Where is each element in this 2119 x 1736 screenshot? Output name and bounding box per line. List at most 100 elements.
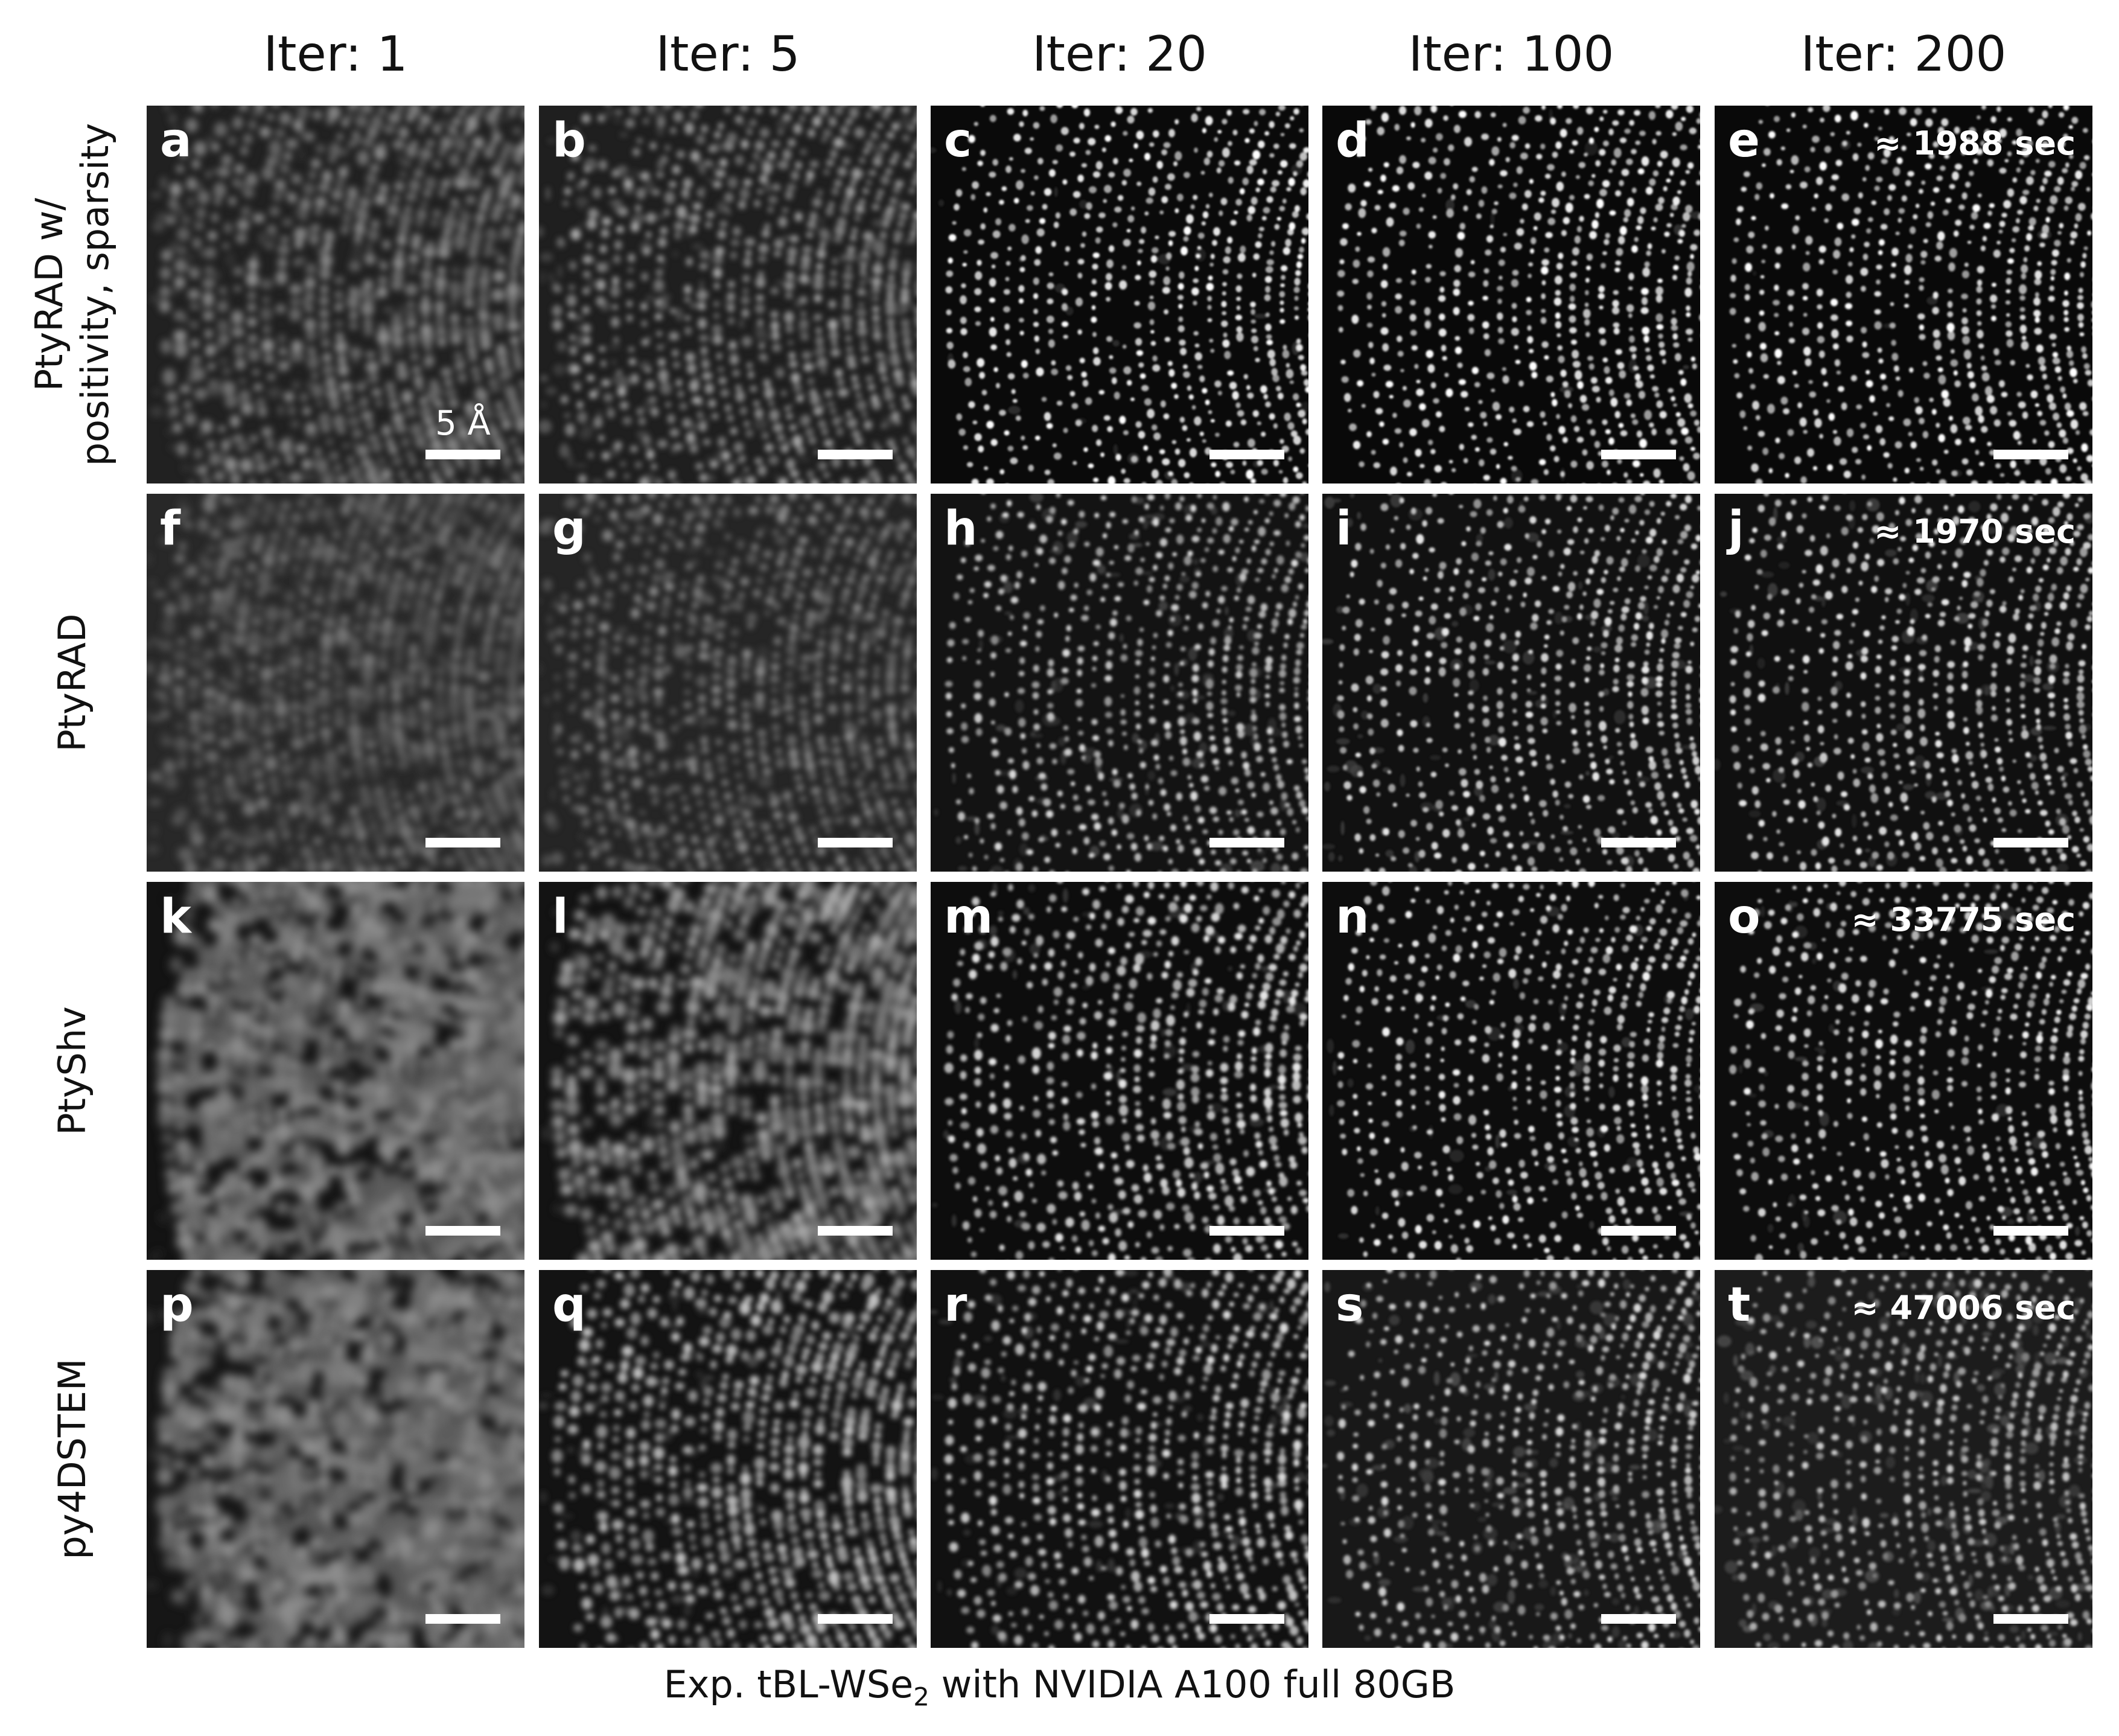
reconstruction-image (931, 106, 1308, 483)
scale-bar (1601, 450, 1676, 459)
panel-j: j ≈ 1970 sec (1715, 494, 2092, 872)
reconstruction-image (539, 494, 917, 872)
reconstruction-image (931, 1270, 1308, 1648)
panel-letter: o (1728, 890, 1761, 944)
scale-bar (1601, 838, 1676, 847)
caption-prefix: Exp. tBL-WSe (663, 1662, 914, 1706)
scale-bar (1209, 1614, 1284, 1624)
reconstruction-image (1715, 882, 2092, 1260)
row-label-line1: PtyShv (50, 1006, 94, 1135)
panel-letter: k (160, 890, 191, 944)
column-header-iter: Iter: 5 (655, 26, 800, 82)
panel-n: n (1322, 882, 1700, 1260)
reconstruction-image (1322, 1270, 1700, 1648)
panel-letter: c (944, 113, 972, 168)
reconstruction-image (147, 494, 524, 872)
row-label-line1: PtyRAD w/ (27, 197, 71, 392)
panel-letter: s (1336, 1278, 1364, 1332)
scale-bar (1601, 1226, 1676, 1236)
row-label: PtyRAD (12, 490, 133, 876)
panel-c: c (931, 106, 1308, 483)
reconstruction-image (1322, 106, 1700, 483)
column-header-iter: Iter: 20 (1032, 26, 1207, 82)
reconstruction-image (1715, 106, 2092, 483)
row-label-line1: PtyRAD (50, 613, 94, 752)
panel-g: g (539, 494, 917, 872)
column-header-iter: Iter: 1 (263, 26, 408, 82)
caption-subscript: 2 (913, 1682, 929, 1712)
panel-r: r (931, 1270, 1308, 1648)
scale-bar (1993, 838, 2068, 847)
scale-bar (818, 450, 893, 459)
reconstruction-image (539, 106, 917, 483)
reconstruction-image (147, 106, 524, 483)
scale-bar-label: 5 Å (435, 404, 491, 443)
figure-caption: Exp. tBL-WSe2 with NVIDIA A100 full 80GB (0, 1658, 2119, 1724)
panel-letter: p (160, 1278, 194, 1332)
runtime-label: ≈ 33775 sec (1851, 901, 2076, 939)
panel-l: l (539, 882, 917, 1260)
panel-letter: t (1728, 1278, 1751, 1332)
panel-f: f (147, 494, 524, 872)
scale-bar (425, 1226, 500, 1236)
scale-bar (1601, 1614, 1676, 1624)
panel-q: q (539, 1270, 917, 1648)
scale-bar (1209, 1226, 1284, 1236)
panel-e: e ≈ 1988 sec (1715, 106, 2092, 483)
panel-k: k (147, 882, 524, 1260)
panel-letter: e (1728, 113, 1760, 168)
panel-letter: h (944, 502, 978, 556)
row-label: PtyRAD w/positivity, sparsity (12, 101, 133, 488)
reconstruction-image (147, 882, 524, 1260)
caption-suffix: with NVIDIA A100 full 80GB (929, 1662, 1456, 1706)
panel-i: i (1322, 494, 1700, 872)
panel-h: h (931, 494, 1308, 872)
runtime-label: ≈ 1970 sec (1874, 512, 2076, 550)
runtime-label: ≈ 47006 sec (1851, 1289, 2076, 1327)
reconstruction-image (931, 882, 1308, 1260)
panel-letter: i (1336, 502, 1352, 556)
row-label-line2: positivity, sparsity (73, 123, 117, 467)
panel-p: p (147, 1270, 524, 1648)
reconstruction-image (1322, 882, 1700, 1260)
row-label-line1: py4DSTEM (50, 1358, 94, 1560)
panel-letter: f (160, 502, 180, 556)
panel-m: m (931, 882, 1308, 1260)
panel-letter: b (552, 113, 586, 168)
reconstruction-image (147, 1270, 524, 1648)
scale-bar (1993, 1614, 2068, 1624)
scale-bar (425, 450, 500, 459)
panel-letter: j (1728, 502, 1744, 556)
scale-bar (1209, 838, 1284, 847)
reconstruction-image (539, 1270, 917, 1648)
scale-bar (425, 1614, 500, 1624)
panel-a: a 5 Å (147, 106, 524, 483)
reconstruction-image (1715, 494, 2092, 872)
panel-letter: q (552, 1278, 586, 1332)
panel-t: t ≈ 47006 sec (1715, 1270, 2092, 1648)
scale-bar (1993, 1226, 2068, 1236)
panel-b: b (539, 106, 917, 483)
panel-letter: n (1336, 890, 1369, 944)
scale-bar (1209, 450, 1284, 459)
panel-letter: r (944, 1278, 967, 1332)
scale-bar (818, 1614, 893, 1624)
scale-bar (425, 838, 500, 847)
panel-d: d (1322, 106, 1700, 483)
row-label: py4DSTEM (12, 1266, 133, 1652)
panel-letter: a (160, 113, 192, 168)
scale-bar (818, 838, 893, 847)
reconstruction-image (1715, 1270, 2092, 1648)
panel-letter: l (552, 890, 569, 944)
row-label: PtyShv (12, 878, 133, 1264)
runtime-label: ≈ 1988 sec (1874, 124, 2076, 162)
reconstruction-image (539, 882, 917, 1260)
panel-letter: m (944, 890, 993, 944)
column-header-iter: Iter: 200 (1800, 26, 2007, 82)
panel-s: s (1322, 1270, 1700, 1648)
scale-bar (1993, 450, 2068, 459)
panel-letter: d (1336, 113, 1369, 168)
panel-o: o ≈ 33775 sec (1715, 882, 2092, 1260)
column-header-iter: Iter: 100 (1408, 26, 1614, 82)
